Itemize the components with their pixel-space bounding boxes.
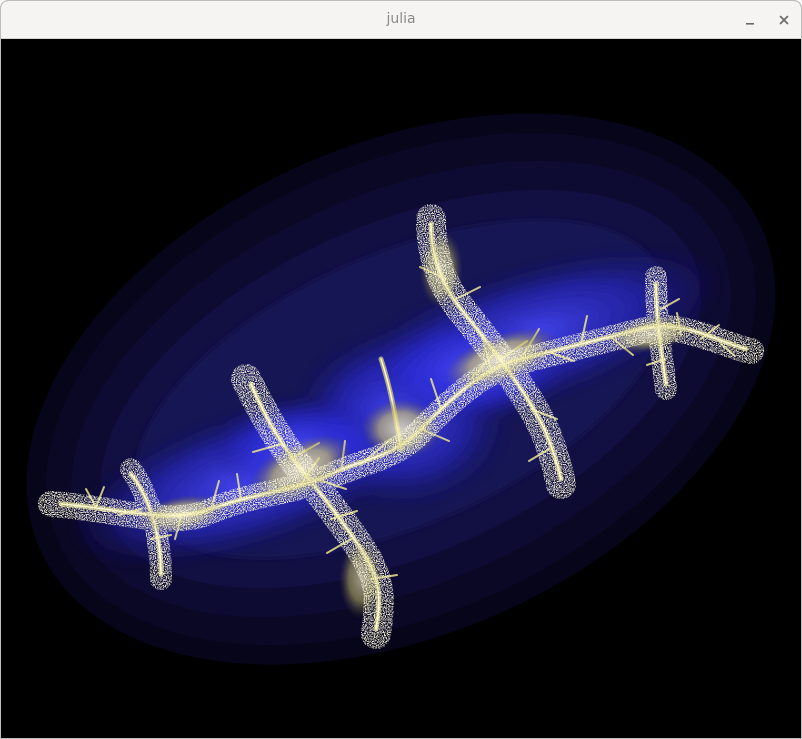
minimize-icon — [746, 23, 754, 25]
close-icon — [779, 15, 789, 25]
minimize-button[interactable] — [738, 8, 762, 32]
fractal-sparkle — [38, 204, 764, 649]
julia-canvas[interactable] — [1, 39, 801, 738]
close-button[interactable] — [772, 8, 796, 32]
titlebar[interactable]: julia — [1, 1, 801, 39]
julia-fractal-render — [26, 113, 776, 665]
window-title: julia — [386, 11, 416, 27]
